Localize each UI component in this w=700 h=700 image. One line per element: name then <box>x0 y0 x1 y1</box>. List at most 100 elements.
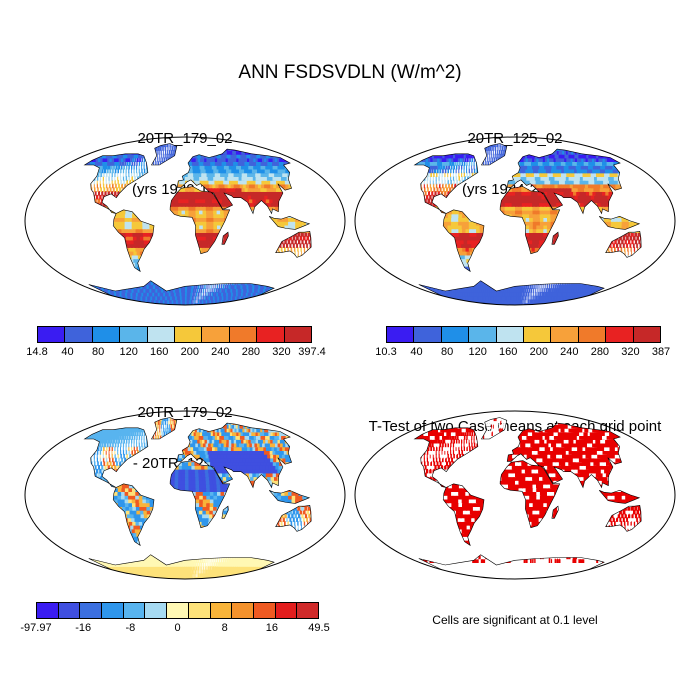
colorbar-tick-label: 160 <box>150 346 169 358</box>
landmass-madagascar <box>552 506 559 519</box>
colorbar-swatch <box>58 603 81 618</box>
colorbar-strip <box>37 326 312 343</box>
colorbar-swatch <box>37 603 59 618</box>
colorbar-swatch <box>441 327 470 342</box>
coastline-southAmerica <box>442 483 485 547</box>
colorbar-swatch <box>229 327 258 342</box>
coastline-greenland <box>480 143 508 166</box>
coastline-indonesia <box>598 489 641 504</box>
colorbar-swatch <box>80 603 103 618</box>
colorbar-tick-label: 397.4 <box>298 346 326 358</box>
colorbar-tick-label: 120 <box>468 346 487 358</box>
colorbar-swatch <box>496 327 525 342</box>
colorbar-tick-label: 387 <box>651 346 671 358</box>
colorbar-case2: 10.3 40 80 120 160 200 240 280 320 387 <box>375 326 670 360</box>
landmass-northAmerica <box>84 427 148 488</box>
colorbar-swatch <box>147 327 176 342</box>
coastline-eurasia <box>506 148 622 215</box>
colorbar-tick-label: 49.5 <box>308 622 330 634</box>
colorbar-swatch <box>123 603 146 618</box>
landmass-madagascar <box>552 232 559 245</box>
landmass-antarctica <box>88 280 275 305</box>
colorbar-swatch <box>387 327 415 342</box>
landmass-greenland <box>481 143 507 165</box>
colorbar-swatch <box>202 327 230 342</box>
colorbar-swatch <box>102 603 124 618</box>
coastline-africa <box>499 186 561 255</box>
coastline-southAmerica <box>442 209 485 273</box>
colorbar-tick-label: 16 <box>265 622 278 634</box>
coastline-madagascar <box>221 505 229 519</box>
colorbar-tick-label: 240 <box>211 346 230 358</box>
coastline-africa <box>499 460 561 529</box>
colorbar-swatch <box>188 603 211 618</box>
coastline-africa <box>169 186 231 255</box>
colorbar-tick-label: 160 <box>499 346 518 358</box>
panel-title-line1: 20TR_179_02 <box>137 404 233 421</box>
colorbar-tick-label: 280 <box>590 346 610 358</box>
colorbar-strip <box>386 326 661 343</box>
colorbar-tick-label: 200 <box>529 346 548 358</box>
colorbar-tick-label: 8 <box>221 622 228 634</box>
coastline-eurasia <box>506 422 622 489</box>
colorbar-case1: 14.8 40 80 120 160 200 240 280 320 397.4 <box>26 326 326 360</box>
colorbar-tick-label: -97.97 <box>20 622 52 634</box>
map-border <box>24 410 346 580</box>
landmass-greenland <box>151 143 177 165</box>
panel-title-line1: 20TR_125_02 <box>467 130 563 147</box>
colorbar-swatch <box>253 603 276 618</box>
colorbar-tick-label: 80 <box>91 346 105 358</box>
colorbar-swatch <box>38 327 66 342</box>
coastline-southAmerica <box>112 483 155 547</box>
landmass-northAmerica <box>414 153 478 214</box>
colorbar-swatch <box>145 603 168 618</box>
landmass-greenland <box>151 417 177 439</box>
colorbar-swatch <box>578 327 607 342</box>
colorbar-swatch <box>210 603 233 618</box>
coastline-indonesia <box>268 489 311 504</box>
map-case1 <box>24 136 346 306</box>
colorbar-swatch <box>65 327 93 342</box>
coastline-greenland <box>480 417 508 440</box>
significance-note: Cells are significant at 0.1 level <box>432 613 598 627</box>
map-border <box>354 136 676 306</box>
colorbar-tick-label: -16 <box>75 622 92 634</box>
coastline-australia <box>605 230 642 258</box>
colorbar-swatch <box>175 327 203 342</box>
colorbar-tick-label: 120 <box>119 346 138 358</box>
colorbar-swatch <box>469 327 497 342</box>
landmass-antarctica <box>418 280 605 305</box>
colorbar-tick-label: 40 <box>61 346 74 358</box>
coastline-northAmerica <box>413 427 479 488</box>
coastline-australia <box>605 504 642 532</box>
coastline-northAmerica <box>83 427 149 488</box>
colorbar-swatch <box>606 327 634 342</box>
landmass-madagascar <box>222 232 229 245</box>
colorbar-swatch <box>232 603 254 618</box>
coastline-madagascar <box>551 505 559 519</box>
colorbar-swatch <box>120 327 148 342</box>
coastline-northAmerica <box>83 153 149 214</box>
colorbar-swatch <box>633 327 661 342</box>
colorbar-difference: -97.97 -16 -8 0 8 16 49.5 <box>20 602 330 636</box>
coastline-indonesia <box>598 215 641 230</box>
landmass-antarctica <box>418 554 605 579</box>
colorbar-tick-label: -8 <box>125 622 136 634</box>
landmass-antarctica <box>88 554 275 579</box>
coastline-greenland <box>150 417 178 440</box>
coastline-greenland <box>150 143 178 166</box>
figure-title: ANN FSDSVDLN (W/m^2) <box>238 62 462 83</box>
coastline-northAmerica <box>413 153 479 214</box>
colorbar-tick-label: 10.3 <box>375 346 397 358</box>
colorbar-tick-label: 240 <box>560 346 579 358</box>
colorbar-swatch <box>297 603 318 618</box>
coastline-madagascar <box>551 231 559 245</box>
map-border <box>24 136 346 306</box>
colorbar-swatch <box>414 327 442 342</box>
landmass-northAmerica <box>84 153 148 214</box>
colorbar-swatch <box>551 327 579 342</box>
colorbar-swatch <box>275 603 298 618</box>
landmass-madagascar <box>222 506 229 519</box>
colorbar-tick-label: 14.8 <box>26 346 48 358</box>
colorbar-tick-label: 320 <box>621 346 640 358</box>
